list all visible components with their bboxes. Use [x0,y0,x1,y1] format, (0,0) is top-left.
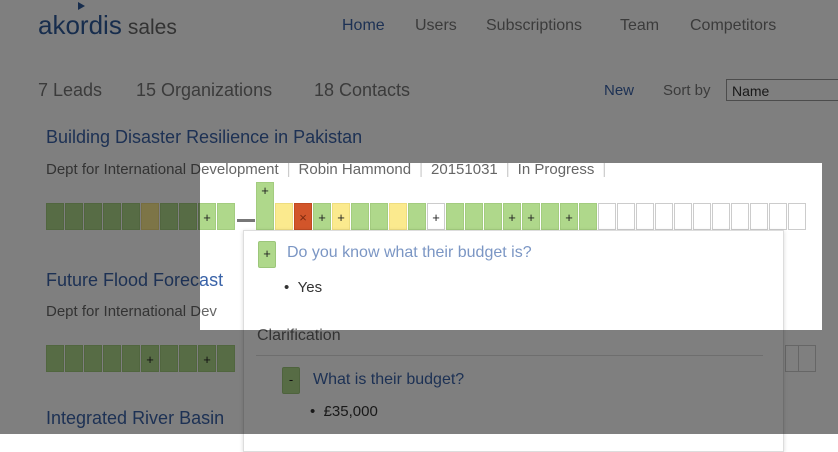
progress-cell[interactable] [712,203,730,230]
progress-cell[interactable]: × [294,203,312,230]
progress-cell[interactable]: + [503,203,521,230]
dim-overlay [822,163,838,330]
progress-cell[interactable] [351,203,369,230]
answer-text: Yes [297,279,323,296]
progress-cell[interactable]: + [522,203,540,230]
popup-question: Do you know what their budget is? [287,244,532,261]
lead-status: In Progress [517,161,595,178]
popup-answer: • Yes [284,279,323,296]
lead-date: 20151031 [431,161,498,178]
progress-cell[interactable] [731,203,749,230]
progress-cell[interactable] [617,203,635,230]
dim-overlay [0,0,838,163]
answered-badge[interactable]: + [258,241,276,268]
progress-cell[interactable] [275,203,293,230]
lead-contact[interactable]: Robin Hammond [298,161,412,178]
progress-cell[interactable] [217,203,235,230]
dim-overlay [0,330,838,434]
progress-cell[interactable] [769,203,787,230]
progress-cell[interactable]: + [313,203,331,230]
progress-cell[interactable] [370,203,388,230]
progress-cell[interactable] [636,203,654,230]
connector-dash [237,219,255,222]
progress-cell[interactable] [484,203,502,230]
progress-cell[interactable] [465,203,483,230]
progress-cell[interactable] [655,203,673,230]
progress-cell[interactable] [674,203,692,230]
progress-cell[interactable] [408,203,426,230]
progress-cell[interactable] [579,203,597,230]
progress-cell[interactable]: + [198,203,216,230]
progress-cell[interactable]: + [332,203,350,230]
progress-cell[interactable]: + [256,182,274,230]
dim-overlay [0,163,200,330]
progress-cell[interactable] [750,203,768,230]
progress-cell[interactable] [598,203,616,230]
progress-cell[interactable] [446,203,464,230]
progress-cell[interactable] [389,203,407,230]
progress-cell[interactable] [541,203,559,230]
progress-cell[interactable] [693,203,711,230]
progress-cell[interactable]: + [427,203,445,230]
progress-cell[interactable] [788,203,806,230]
progress-cell[interactable]: + [560,203,578,230]
